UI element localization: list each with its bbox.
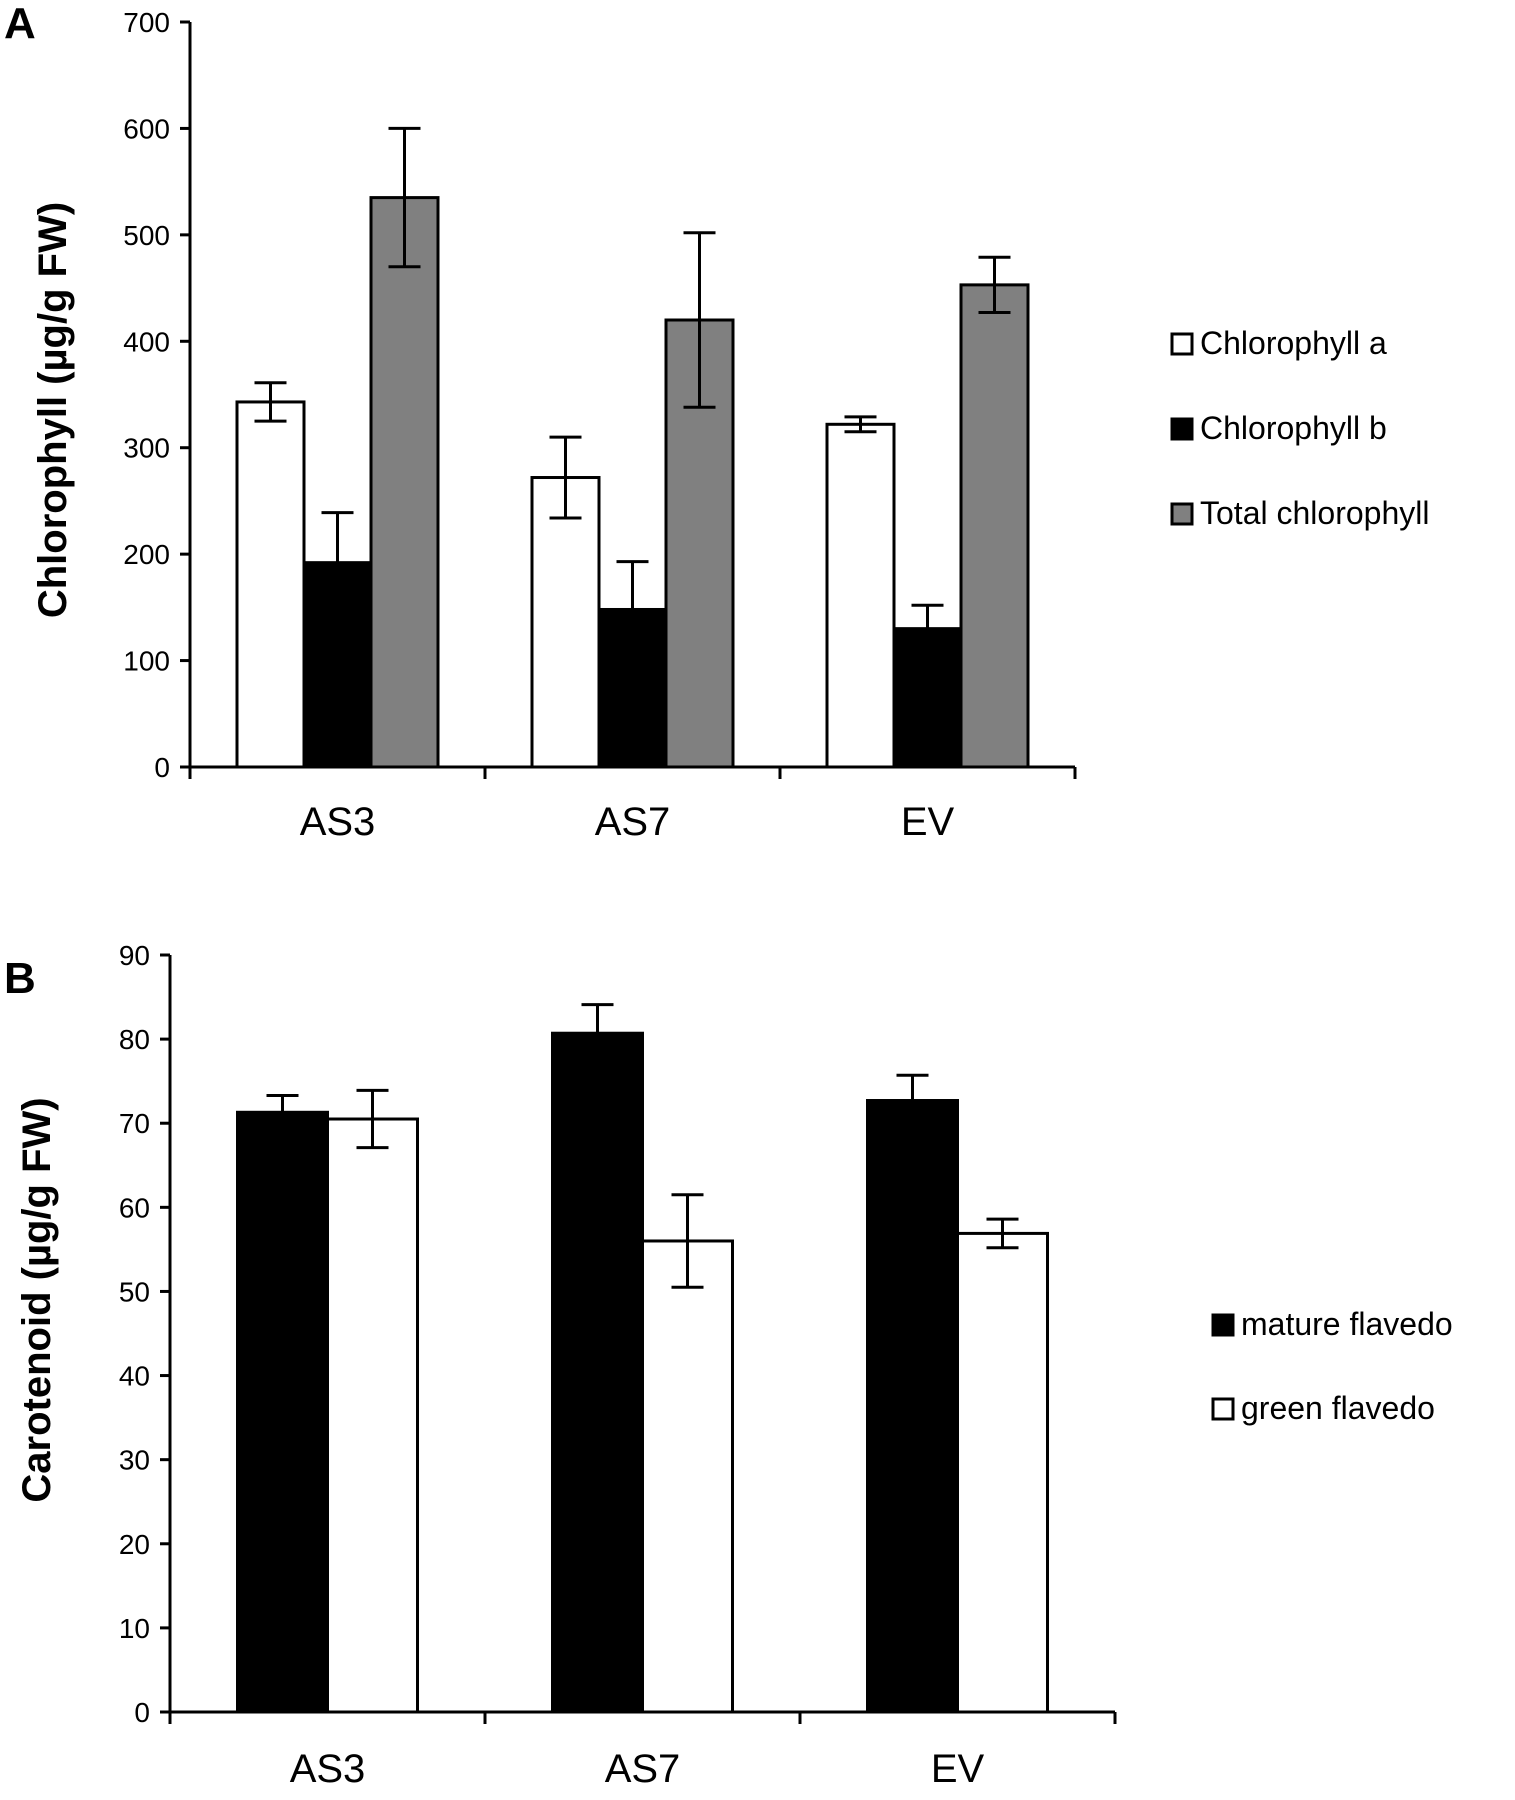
error-bar [549, 435, 582, 520]
legend-label: green flavedo [1241, 1390, 1435, 1426]
panel-a-legend: Chlorophyll a Chlorophyll b Total chloroph… [1170, 325, 1429, 531]
y-tick-label: 70 [119, 1108, 150, 1139]
error-bar [581, 1003, 614, 1064]
x-category-label: AS7 [595, 800, 671, 844]
x-category-label: EV [931, 1747, 985, 1791]
legend-swatch [1211, 1397, 1235, 1421]
error-bar [986, 1217, 1019, 1250]
error-bar [254, 381, 287, 423]
error-bar [388, 126, 421, 269]
y-tick-label: 600 [123, 113, 170, 144]
error-bar [321, 511, 354, 615]
y-tick-label: 50 [119, 1276, 150, 1307]
y-tick-label: 400 [123, 326, 170, 357]
bar [866, 1099, 959, 1714]
bar [530, 476, 601, 769]
panel-b: B Carotenoid (µg/g FW) 0 10 20 30 40 50 60 70 80… [4, 940, 1453, 1791]
y-tick-label: 700 [123, 7, 170, 38]
panel-a-letter: A [4, 0, 36, 48]
x-category-label: AS3 [290, 1747, 366, 1791]
legend-swatch [1211, 1313, 1235, 1337]
y-tick-label: 10 [119, 1613, 150, 1644]
x-category-label: EV [901, 800, 955, 844]
bar [369, 196, 440, 769]
y-tick-label: 90 [119, 940, 150, 971]
error-bar [616, 560, 649, 659]
y-tick-label: 0 [154, 752, 170, 783]
y-tick-label: 30 [119, 1445, 150, 1476]
error-bar [911, 603, 944, 654]
legend-label: Chlorophyll b [1200, 410, 1387, 446]
error-bar [266, 1093, 299, 1131]
bar [326, 1117, 419, 1714]
panel-a: A Chlorophyll (µg/g FW) 0 100 200 300 400 500… [4, 0, 1429, 844]
bar [956, 1231, 1049, 1714]
error-bar [671, 1193, 704, 1289]
error-bar [978, 255, 1011, 315]
y-tick-label: 500 [123, 220, 170, 251]
error-bar [683, 231, 716, 409]
error-bar [356, 1088, 389, 1150]
panel-b-bars [236, 1003, 1049, 1714]
x-category-label: AS3 [300, 800, 376, 844]
bar [664, 318, 735, 769]
error-bar [844, 415, 877, 434]
bar [641, 1239, 734, 1714]
y-tick-label: 80 [119, 1024, 150, 1055]
panel-a-bars [235, 126, 1030, 769]
bar [235, 400, 306, 769]
y-tick-label: 20 [119, 1529, 150, 1560]
panel-b-letter: B [4, 954, 36, 1003]
x-category-label: AS7 [605, 1747, 681, 1791]
y-tick-label: 40 [119, 1361, 150, 1392]
legend-swatch [1170, 502, 1194, 526]
panel-b-legend: mature flavedo green flavedo [1211, 1306, 1453, 1426]
bar [551, 1031, 644, 1714]
legend-swatch [1170, 332, 1194, 356]
error-bar [896, 1073, 929, 1128]
panel-a-axes: 0 100 200 300 400 500 600 700 AS3 AS7 EV [123, 7, 1077, 844]
y-tick-label: 0 [134, 1697, 150, 1728]
legend-label: Total chlorophyll [1200, 495, 1429, 531]
panel-a-y-axis-label: Chlorophyll (µg/g FW) [31, 202, 75, 618]
legend-swatch [1170, 417, 1194, 441]
bar [959, 283, 1030, 769]
y-tick-label: 100 [123, 646, 170, 677]
legend-label: Chlorophyll a [1200, 325, 1387, 361]
y-tick-label: 60 [119, 1192, 150, 1223]
bar [236, 1110, 329, 1714]
y-tick-label: 300 [123, 433, 170, 464]
panel-b-y-axis-label: Carotenoid (µg/g FW) [15, 1097, 59, 1502]
y-tick-label: 200 [123, 539, 170, 570]
bar [825, 422, 896, 769]
legend-label: mature flavedo [1241, 1306, 1453, 1342]
